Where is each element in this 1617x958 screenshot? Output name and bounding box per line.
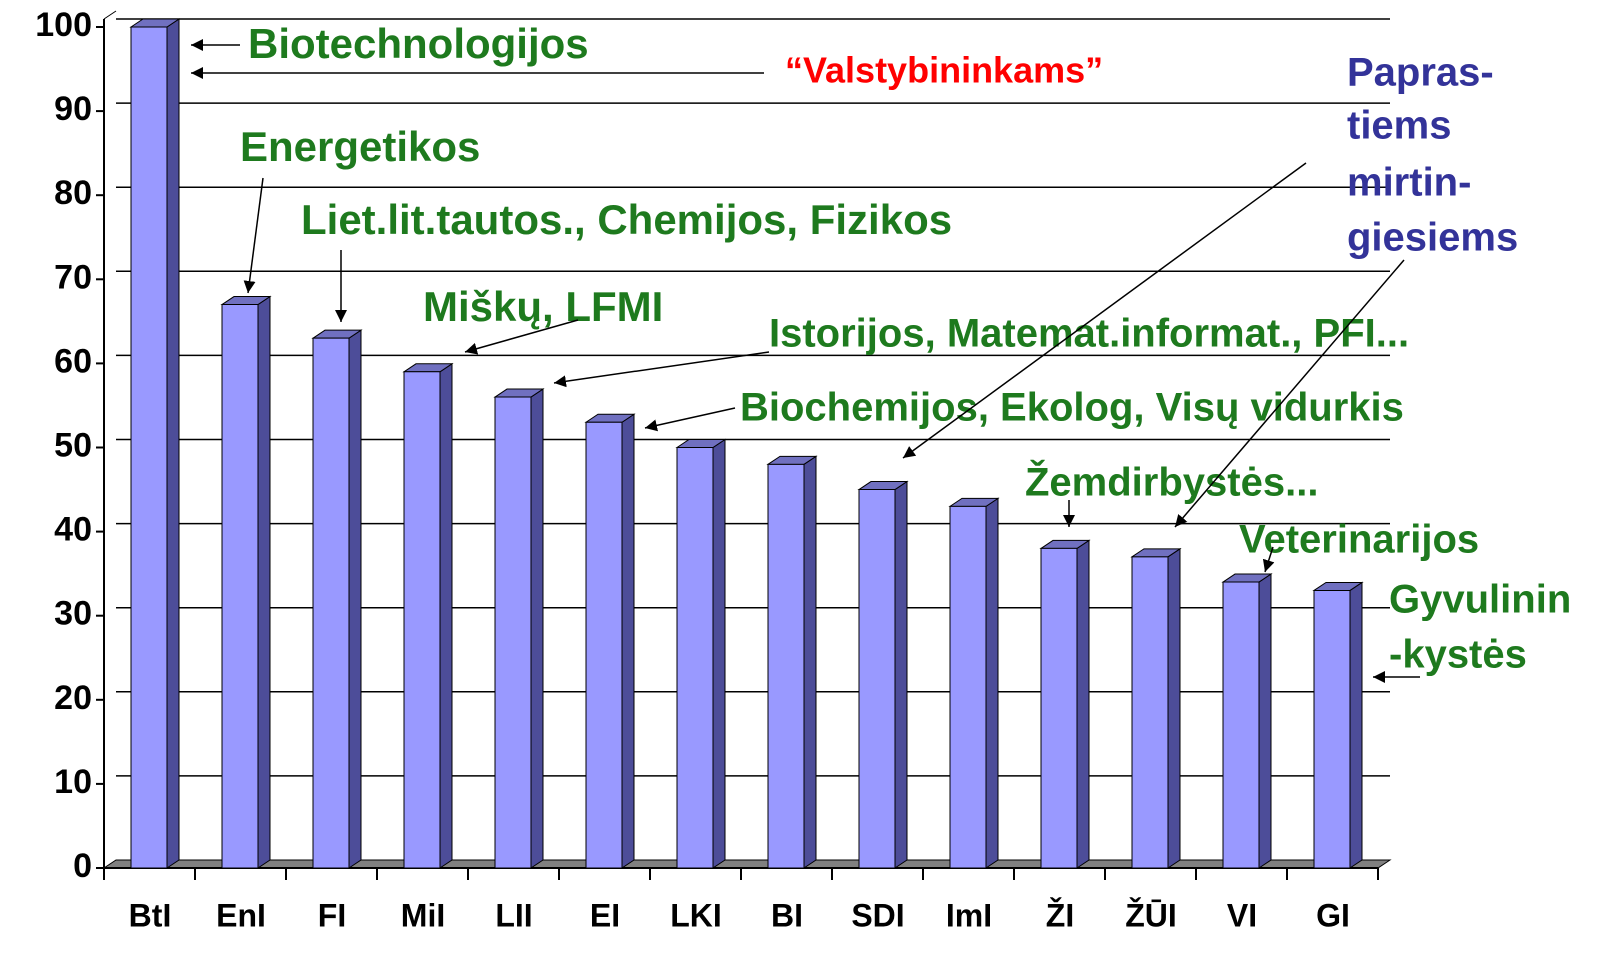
bar-front [1131, 556, 1169, 869]
floor [102, 859, 1392, 869]
y-tick-label: 40 [54, 511, 92, 549]
y-tick-label: 30 [54, 595, 92, 633]
arrow [1174, 259, 1405, 528]
x-tick-label: SDI [851, 897, 904, 933]
bar [1312, 581, 1364, 869]
bar [675, 438, 727, 869]
x-tick-label: LKI [670, 897, 722, 933]
x-tick-label: EnI [216, 897, 266, 933]
bar [857, 480, 909, 869]
x-tick-label: ImI [946, 897, 992, 933]
bar-front [130, 26, 168, 869]
bar-side [712, 438, 726, 869]
bar-front [1313, 589, 1351, 869]
x-tick-label: MiI [401, 897, 445, 933]
bar-side [348, 329, 362, 869]
annotation: Istorijos, Matemat.informat., PFI... [769, 312, 1409, 356]
bar-side [1349, 581, 1363, 869]
bar-front [1040, 547, 1078, 869]
bar [402, 362, 454, 869]
x-tick-label: VI [1227, 897, 1257, 933]
annotation: Veterinarijos [1239, 518, 1479, 562]
annotation: Energetikos [240, 123, 480, 170]
bar-side [257, 295, 271, 869]
bar [311, 329, 363, 869]
bar-front [221, 304, 259, 869]
x-tick-label: LII [495, 897, 532, 933]
x-tick-label: EI [590, 897, 620, 933]
x-tick-label: ŽŪI [1125, 897, 1177, 933]
bar [1130, 547, 1182, 869]
annotation: -kystės [1389, 633, 1527, 677]
bar [129, 18, 181, 869]
x-tick-label: GI [1316, 897, 1350, 933]
bar-front [494, 396, 532, 869]
y-tick-label: 0 [73, 847, 92, 885]
bar-front [676, 447, 714, 869]
annotation: Biochemijos, Ekolog, Visų vidurkis [740, 386, 1404, 430]
bar-side [530, 388, 544, 869]
annotation: mirtin- [1347, 161, 1471, 205]
x-tick-label: FI [318, 897, 346, 933]
annotation: tiems [1347, 104, 1452, 148]
arrow [464, 319, 579, 355]
y-tick-label: 60 [54, 342, 92, 380]
y-axis-back [103, 10, 117, 20]
arrow [553, 351, 770, 388]
arrow [243, 177, 264, 294]
annotation: giesiems [1347, 216, 1518, 260]
bar [948, 497, 1000, 869]
bar-side [894, 480, 908, 869]
bar-side [1167, 547, 1181, 869]
bar-side [803, 455, 817, 869]
annotation: Gyvulinin [1389, 578, 1571, 622]
y-tick-label: 70 [54, 258, 92, 296]
annotation: Papras- [1347, 51, 1494, 95]
bar-front [585, 421, 623, 869]
bar-side [621, 413, 635, 869]
bar-side [1258, 573, 1272, 869]
bar [1039, 539, 1091, 869]
annotation: Liet.lit.tautos., Chemijos, Fizikos [301, 196, 952, 243]
y-tick-label: 90 [54, 90, 92, 128]
y-tick-label: 50 [54, 426, 92, 464]
bar-side [985, 497, 999, 869]
y-tick-label: 10 [54, 763, 92, 801]
x-tick-label: BtI [129, 897, 172, 933]
bar-side [1076, 539, 1090, 869]
bar-front [949, 505, 987, 869]
bar-front [1222, 581, 1260, 869]
y-tick-label: 20 [54, 679, 92, 717]
y-tick-label: 80 [54, 174, 92, 212]
annotation: Biotechnologijos [248, 20, 589, 67]
bar-front [767, 463, 805, 869]
bar-side [439, 362, 453, 869]
bar [1221, 573, 1273, 869]
bar [220, 295, 272, 869]
annotation: “Valstybininkams” [785, 50, 1103, 91]
arrow [644, 407, 736, 432]
annotation: Žemdirbystės... [1025, 459, 1318, 505]
annotation: Miškų, LFMI [423, 283, 663, 330]
bar [584, 413, 636, 869]
x-tick-label: BI [771, 897, 803, 933]
bar-front [858, 489, 896, 869]
arrow [902, 162, 1307, 459]
bar-front [403, 371, 441, 869]
y-tick-label: 100 [35, 6, 92, 44]
arrow [1262, 546, 1275, 573]
bar [766, 455, 818, 869]
bar [493, 388, 545, 869]
bar-front [312, 337, 350, 869]
x-tick-label: ŽI [1046, 897, 1074, 933]
bar-side [166, 18, 180, 869]
